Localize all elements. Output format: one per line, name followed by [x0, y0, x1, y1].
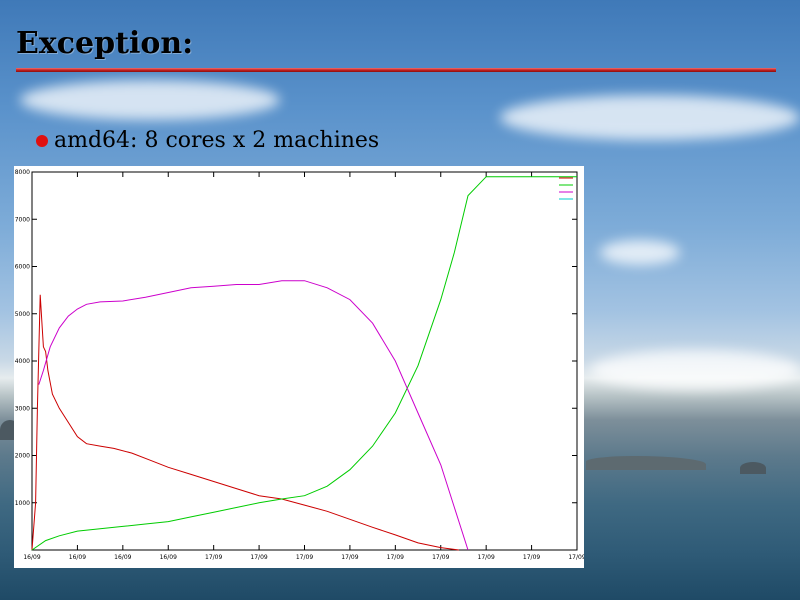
x-tick-label: 16/09: [114, 554, 131, 561]
series-line-0: [31, 294, 459, 551]
cloud-right: [500, 95, 800, 140]
cloud-mid: [600, 240, 680, 265]
y-tick-label: 3000: [15, 405, 30, 412]
x-tick-label: 17/09: [387, 554, 404, 561]
chart: 1000 2000 3000 4000 5000 6000 7000 8000 16/09 16/…: [14, 166, 586, 568]
series-line-2: [38, 280, 469, 551]
y-tick-label: 6000: [15, 264, 30, 271]
slide-title: Exception:: [16, 26, 194, 61]
island-right: [740, 462, 766, 474]
x-tick-label: 17/09: [205, 554, 222, 561]
island-far: [586, 456, 706, 470]
x-tick-label: 17/09: [478, 554, 495, 561]
plot-frame: [31, 171, 578, 551]
bullet-text: amd64: 8 cores x 2 machines: [54, 128, 380, 153]
y-tick-label: 4000: [15, 358, 30, 365]
series-line-1: [31, 176, 577, 551]
cloud-horizon: [590, 350, 800, 390]
y-tick-label: 1000: [15, 500, 30, 507]
x-tick-label: 17/09: [568, 554, 584, 561]
x-tick-label: 16/09: [69, 554, 86, 561]
bullet-item: amd64: 8 cores x 2 machines: [36, 128, 379, 153]
x-tick-label: 16/09: [160, 554, 177, 561]
cloud-left: [20, 80, 280, 120]
line-chart: 1000 2000 3000 4000 5000 6000 7000 8000 16/09 16/…: [15, 169, 586, 561]
x-tick-label: 17/09: [250, 554, 267, 561]
title-divider: [16, 68, 776, 72]
x-tick-label: 17/09: [296, 554, 313, 561]
x-tick-label: 17/09: [432, 554, 449, 561]
bullet-dot-icon: [36, 134, 48, 147]
y-tick-label: 5000: [15, 311, 30, 318]
y-tick-label: 8000: [15, 169, 30, 176]
y-tick-label: 7000: [15, 216, 30, 223]
x-tick-label: 17/09: [523, 554, 540, 561]
y-tick-label: 2000: [15, 453, 30, 460]
x-tick-label: 17/09: [341, 554, 358, 561]
x-tick-label: 16/09: [23, 554, 40, 561]
